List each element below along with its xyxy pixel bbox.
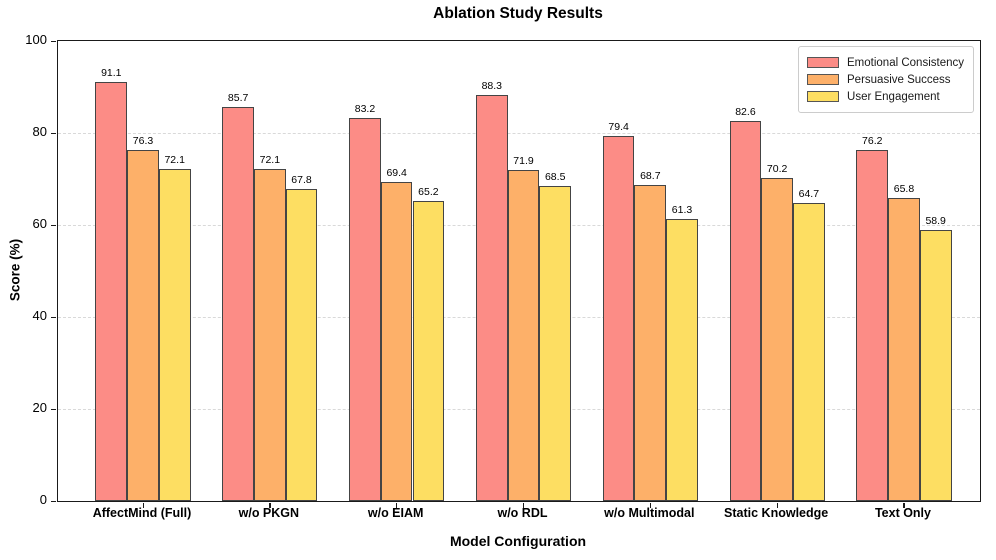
legend-label: Emotional Consistency	[847, 56, 964, 69]
bar-value-label: 58.9	[925, 215, 946, 228]
bar	[666, 219, 698, 501]
y-tick-label: 80	[32, 124, 47, 139]
x-tick	[776, 503, 778, 508]
bar-value-label: 76.2	[862, 135, 883, 148]
y-tick-label: 40	[32, 308, 47, 323]
legend-row: Emotional Consistency	[807, 54, 964, 71]
gridline	[58, 133, 980, 134]
x-tick	[269, 503, 271, 508]
bar-value-label: 71.9	[513, 155, 534, 168]
bar	[888, 198, 920, 501]
bar-value-label: 61.3	[671, 204, 693, 217]
bar	[475, 94, 508, 501]
bar	[919, 230, 952, 501]
bar-value-label: 72.1	[164, 154, 185, 167]
bar-value-label: 82.6	[735, 106, 756, 119]
x-tick	[522, 503, 525, 508]
y-tick	[51, 132, 56, 134]
legend-row: Persuasive Success	[807, 71, 964, 88]
y-tick	[51, 40, 56, 42]
bar-value-label: 83.2	[354, 103, 376, 116]
y-tick-label: 60	[32, 216, 47, 231]
legend-row: User Engagement	[807, 88, 964, 105]
bar	[95, 81, 128, 501]
bar	[380, 181, 413, 501]
bar-value-label: 72.1	[259, 154, 281, 167]
bar	[412, 201, 445, 501]
legend-label: Persuasive Success	[847, 73, 951, 86]
bar	[158, 169, 191, 501]
x-tick-label: w/o Multimodal	[604, 506, 695, 520]
bar-value-label: 70.2	[766, 163, 788, 176]
y-tick	[51, 408, 56, 410]
plot-area: Emotional Consistency Persuasive Success U…	[51, 40, 981, 508]
y-tick	[51, 500, 56, 502]
bar	[793, 203, 825, 501]
bar	[539, 185, 572, 501]
y-tick-label: 100	[25, 32, 47, 47]
x-tick-label: w/o RDL	[497, 506, 548, 520]
y-tick	[51, 224, 56, 226]
bar-value-label: 69.4	[386, 166, 407, 179]
bar-value-label: 65.8	[893, 183, 915, 196]
bar	[507, 170, 540, 501]
x-tick-label: Text Only	[874, 506, 931, 520]
bar	[856, 150, 889, 501]
x-axis-label: Model Configuration	[449, 533, 587, 549]
bar-value-label: 64.7	[798, 188, 820, 201]
bar	[761, 178, 793, 501]
bar	[285, 189, 318, 501]
x-tick-label: Static Knowledge	[724, 506, 829, 520]
legend-swatch-icon	[807, 91, 840, 102]
y-tick-label: 20	[32, 400, 47, 415]
bar	[729, 121, 762, 501]
bar-value-label: 79.4	[608, 120, 629, 133]
bar-value-label: 67.8	[291, 174, 312, 187]
bar-value-label: 68.7	[640, 169, 661, 182]
y-tick-label: 0	[39, 492, 47, 507]
y-axis-label: Score (%)	[7, 238, 23, 302]
legend: Emotional Consistency Persuasive Success U…	[798, 46, 974, 113]
legend-swatch-icon	[807, 57, 840, 68]
x-tick	[649, 503, 652, 508]
bar-value-label: 88.3	[481, 79, 502, 92]
x-tick	[396, 503, 398, 508]
bar	[127, 150, 159, 501]
legend-label: User Engagement	[847, 90, 940, 103]
y-tick	[51, 316, 56, 318]
x-tick	[142, 503, 144, 508]
x-tick	[903, 503, 905, 508]
bar-value-label: 91.1	[101, 66, 122, 79]
bar-value-label: 65.2	[418, 186, 439, 199]
x-tick-label: AffectMind (Full)	[92, 506, 192, 520]
bar	[602, 135, 635, 501]
bar	[634, 184, 667, 501]
bar-value-label: 68.5	[544, 170, 566, 183]
legend-swatch-icon	[807, 74, 840, 85]
chart-title: Ablation Study Results	[433, 5, 603, 22]
x-tick-label: w/o EIAM	[367, 506, 424, 520]
bar	[253, 169, 286, 501]
bar	[349, 118, 381, 501]
bar-value-label: 76.3	[132, 135, 154, 148]
x-tick-label: w/o PKGN	[238, 506, 300, 520]
bar-value-label: 85.7	[227, 91, 249, 104]
bar	[222, 106, 254, 501]
